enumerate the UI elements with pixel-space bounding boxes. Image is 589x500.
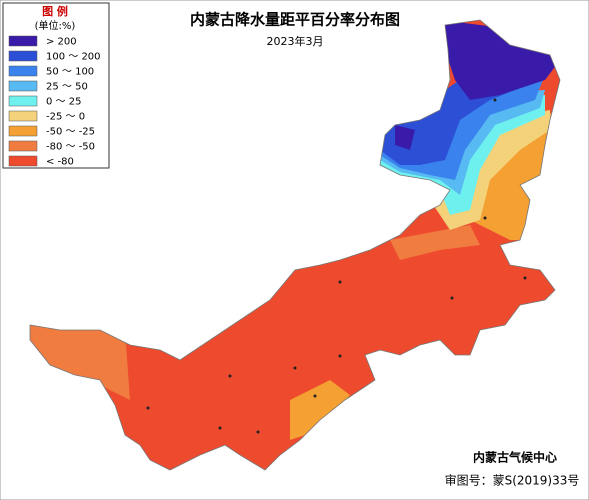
legend-label: 50 ～ 100 [46,67,94,78]
legend-label: 100 ～ 200 [46,52,101,63]
legend-swatch [8,95,38,107]
legend-swatch [8,140,38,152]
legend-label: -50 ～ -25 [46,127,95,138]
legend-label: -80 ～ -50 [46,142,95,153]
border [29,19,561,471]
legend-label: > 200 [46,37,77,48]
agency: 内蒙古气候中心 [473,450,557,465]
zone [30,310,130,400]
legend: 图 例 (单位:%) > 200 100 ～ 200 50 ～ 100 25 ～ 50… [2,2,110,169]
legend-unit: (单位:%) [35,19,76,32]
legend-swatch [8,50,38,62]
city-dots [146,98,527,434]
legend-title: 图 例 [42,4,68,18]
zone [395,125,415,150]
zone [290,380,350,440]
legend-label: 0 ～ 25 [46,97,81,108]
legend-swatch [8,110,38,122]
legend-swatch [8,35,38,47]
legend-swatch [8,155,38,167]
approval: 审图号：蒙S(2019)33号 [445,473,580,488]
subtitle: 2023年3月 [267,34,324,48]
legend-label: 25 ～ 50 [46,82,88,93]
legend-swatch [8,80,38,92]
legend-label: < -80 [46,157,74,168]
legend-swatch [8,125,38,137]
title: 内蒙古降水量距平百分率分布图 [190,11,400,29]
legend-swatch [8,65,38,77]
legend-label: -25 ～ 0 [46,112,85,123]
zone [390,225,480,260]
